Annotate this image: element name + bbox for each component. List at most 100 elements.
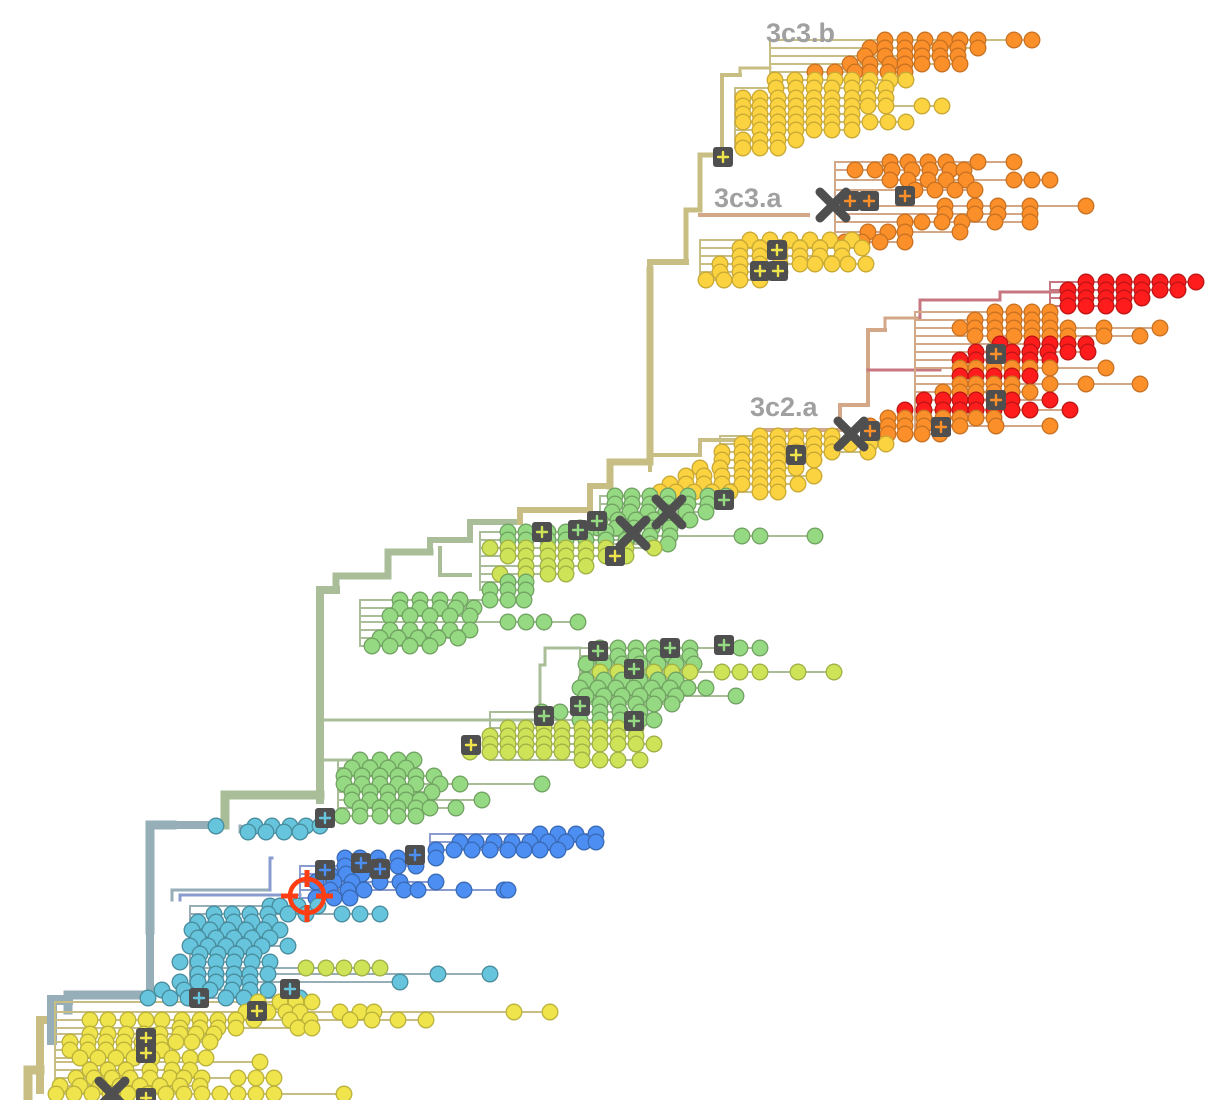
tip-node xyxy=(1021,383,1039,401)
tip-node xyxy=(805,451,823,469)
branch xyxy=(538,663,547,722)
tip-node xyxy=(1041,171,1059,189)
tip-node xyxy=(481,539,499,557)
tip-node xyxy=(967,409,985,427)
tip-node xyxy=(926,181,944,199)
tip-node xyxy=(1005,153,1023,171)
tip-node xyxy=(297,959,315,977)
tree-tips xyxy=(47,31,1205,1100)
tip-node xyxy=(119,1085,137,1100)
tip-node xyxy=(333,905,351,923)
tip-node xyxy=(157,1085,175,1100)
tip-node xyxy=(351,905,369,923)
tip-node xyxy=(389,857,407,875)
tip-node xyxy=(455,881,473,899)
tip-node xyxy=(1079,343,1097,361)
tip-node xyxy=(247,1069,265,1087)
tip-node xyxy=(1005,31,1023,49)
tip-node xyxy=(806,527,824,545)
branch xyxy=(883,316,922,332)
tip-node xyxy=(259,965,277,983)
tip-node xyxy=(279,905,297,923)
tip-node xyxy=(987,417,1005,435)
plus-glyph xyxy=(627,714,641,728)
tip-node xyxy=(877,97,895,115)
plus-glyph xyxy=(770,243,784,257)
plus-glyph xyxy=(139,1031,153,1045)
plus-square-icon xyxy=(136,1043,156,1063)
plus-glyph xyxy=(192,991,206,1005)
tip-node xyxy=(897,113,915,131)
x-mark-icon xyxy=(615,515,651,551)
tip-node xyxy=(969,39,987,57)
tip-node xyxy=(1041,391,1059,409)
tip-node xyxy=(167,1033,185,1051)
plus-square-icon xyxy=(986,344,1006,364)
tip-node xyxy=(866,161,884,179)
tip-node xyxy=(946,181,964,199)
tip-node xyxy=(825,663,843,681)
tip-node xyxy=(697,271,715,289)
tip-node xyxy=(183,1033,201,1051)
tip-node xyxy=(1131,327,1149,345)
plus-glyph xyxy=(716,150,730,164)
branch xyxy=(63,990,155,1015)
branch xyxy=(720,73,742,157)
tip-node xyxy=(499,547,517,565)
tip-node xyxy=(317,959,335,977)
tip-node xyxy=(251,1053,269,1071)
tip-node xyxy=(333,807,351,825)
x-mark-icon xyxy=(651,494,687,530)
tip-node xyxy=(871,233,889,251)
tip-node xyxy=(71,1049,89,1067)
branch xyxy=(178,893,302,902)
tip-node xyxy=(713,663,731,681)
plus-square-icon xyxy=(280,979,300,999)
plus-glyph xyxy=(627,662,641,676)
branch xyxy=(47,995,73,1045)
tip-node xyxy=(587,833,605,851)
tip-node xyxy=(417,1011,435,1029)
tip-node xyxy=(533,775,551,793)
tip-node xyxy=(751,639,769,657)
branch xyxy=(543,646,582,667)
branch xyxy=(648,453,702,472)
tip-node xyxy=(207,817,225,835)
tip-node xyxy=(731,271,749,289)
tip-node xyxy=(153,1011,171,1029)
tip-node xyxy=(1077,375,1095,393)
crosshair-ticks xyxy=(281,870,333,922)
tip-node xyxy=(913,55,931,73)
plus-glyph xyxy=(934,420,948,434)
clade-label-3c2a: 3c2.a xyxy=(750,392,819,422)
tip-node xyxy=(751,139,769,157)
clade-labels: 3c3.b 3c3.a 3c2.a xyxy=(714,18,835,422)
tip-node xyxy=(1041,359,1059,377)
branch xyxy=(467,519,523,543)
plus-square-icon xyxy=(605,546,625,566)
tip-node xyxy=(933,213,951,231)
plus-glyph xyxy=(250,1004,264,1018)
plus-glyph xyxy=(663,641,677,655)
tip-node xyxy=(806,255,824,273)
tip-node xyxy=(1005,327,1023,345)
plus-glyph xyxy=(863,424,877,438)
tip-node xyxy=(1005,171,1023,189)
tip-node xyxy=(217,989,235,1007)
tip-node xyxy=(279,937,297,955)
tip-node xyxy=(473,791,491,809)
plus-glyph xyxy=(608,549,622,563)
plus-square-icon xyxy=(370,859,390,879)
plus-glyph xyxy=(408,848,422,862)
tip-node xyxy=(355,881,373,899)
tip-node xyxy=(823,255,841,273)
tip-node xyxy=(89,1049,107,1067)
tip-node xyxy=(481,965,499,983)
tip-node xyxy=(631,751,649,769)
tip-node xyxy=(697,503,715,521)
tip-node xyxy=(787,131,805,149)
tip-node xyxy=(557,565,575,583)
tip-node xyxy=(229,1069,247,1087)
plus-glyph xyxy=(862,194,876,208)
tip-node xyxy=(573,751,591,769)
